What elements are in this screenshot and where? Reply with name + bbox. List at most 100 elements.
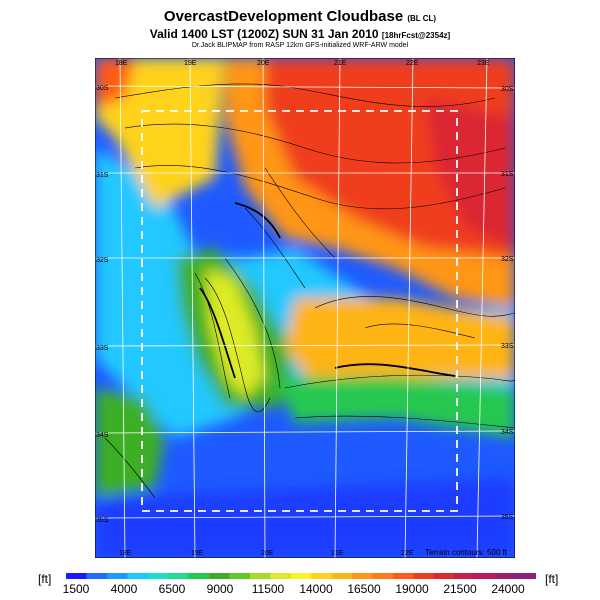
- colorbar-tick-label: 16500: [347, 582, 381, 596]
- colorbar-tick-label: 24000: [491, 582, 525, 596]
- meridian-22e: [404, 58, 414, 558]
- model-credit: Dr.Jack BLIPMAP from RASP 12km GFS-initi…: [191, 42, 409, 49]
- colorbar-tick-label: 1500: [62, 582, 90, 596]
- parallel-33s: [95, 344, 515, 347]
- colorbar-swatch: [229, 573, 251, 579]
- forecast-map: 18E 19E 20E 21E 22E 23E 18E 19E 20E 21E …: [95, 58, 515, 558]
- terrain-contour: [104, 437, 156, 499]
- parallel-30s: [95, 85, 515, 89]
- lat-label-left-35s: 35S: [96, 517, 109, 524]
- green-west-coast: [95, 388, 165, 498]
- valid-time-line: Valid 1400 LST (1200Z) SUN 31 Jan 2010 […: [0, 27, 600, 41]
- lat-label-right-31s: 31S: [501, 171, 514, 178]
- parallel-34s: [95, 430, 515, 434]
- lon-label-top-23e: 23E: [477, 60, 490, 67]
- colorbar-swatch: [147, 573, 169, 579]
- colorbar-tick-label: 21500: [443, 582, 477, 596]
- colorbar-swatch: [311, 573, 333, 579]
- terrain-contour: [194, 272, 231, 399]
- colorbar-swatch: [209, 573, 230, 579]
- colorbar-swatch: [290, 573, 312, 579]
- terrain-contour: [224, 257, 281, 389]
- title-text: OvercastDevelopment Cloudbase: [163, 8, 404, 25]
- parallel-35s: [95, 515, 515, 519]
- terrain-contour: [314, 296, 515, 317]
- colorbar: [66, 573, 536, 579]
- colorbar-swatch: [454, 573, 476, 579]
- colorbar-swatch: [106, 573, 128, 579]
- colorbar-swatch: [188, 573, 210, 579]
- colorbar-swatch: [495, 573, 517, 579]
- terrain-contour: [124, 123, 506, 164]
- lat-label-left-34s: 34S: [96, 432, 109, 439]
- colorbar-swatch: [433, 573, 455, 579]
- cloudbase-field: [95, 58, 515, 558]
- grid-labels: 18E 19E 20E 21E 22E 23E 18E 19E 20E 21E …: [96, 60, 514, 557]
- title-suffix: (BL CL): [407, 14, 437, 23]
- colorbar-swatch: [168, 573, 190, 579]
- lon-label-top-22e: 22E: [406, 60, 419, 67]
- terrain-contour: [134, 165, 506, 210]
- terrain-contours: [104, 83, 515, 499]
- colorbar-tick-label: 4000: [110, 582, 138, 596]
- green-coastal-strip: [275, 376, 515, 438]
- map-title: OvercastDevelopment Cloudbase (BL CL): [0, 8, 600, 25]
- terrain-contour-note: Terrain contours: 500 ft: [425, 548, 508, 557]
- lon-label-top-19e: 19E: [184, 60, 197, 67]
- yellow-north: [95, 58, 225, 208]
- meridian-18e: [119, 58, 126, 558]
- meridian-21e: [334, 58, 341, 558]
- meridian-19e: [189, 58, 196, 558]
- colorbar-unit-right: [ft]: [545, 572, 559, 586]
- lon-label-top-18e: 18E: [115, 60, 128, 67]
- yellow-ridge: [205, 268, 265, 398]
- colorbar-unit-left: [ft]: [38, 572, 52, 586]
- inner-domain-box: [141, 110, 458, 512]
- lon-label-top-20e: 20E: [257, 60, 270, 67]
- cloudbase-thick-contours: [199, 202, 456, 379]
- meridian-23e: [476, 58, 488, 558]
- lat-label-right-30s: 30S: [501, 86, 514, 93]
- terrain-contour: [264, 167, 336, 259]
- terrain-contour: [244, 207, 306, 289]
- lat-label-left-30s: 30S: [96, 85, 109, 92]
- terrain-contour: [204, 277, 271, 413]
- meridian-20e: [262, 58, 266, 558]
- lat-lon-grid: [95, 58, 515, 558]
- colorbar-swatch: [66, 573, 87, 579]
- terrain-contour: [294, 415, 515, 429]
- colorbar-swatch: [352, 573, 374, 579]
- colorbar-swatch: [331, 573, 353, 579]
- terrain-contour: [364, 323, 476, 339]
- colorbar-swatch: [474, 573, 496, 579]
- cloudbase-contour: [334, 363, 456, 377]
- colorbar-tick-label: 14000: [299, 582, 333, 596]
- colorbar-swatch: [270, 573, 292, 579]
- terrain-contour: [284, 374, 515, 389]
- colorbar-swatch: [127, 573, 149, 579]
- cloudbase-contour: [234, 202, 281, 239]
- colorbar-tick-label: 9000: [206, 582, 234, 596]
- lat-label-right-34s: 34S: [501, 429, 514, 436]
- colorbar-tick-label: 19000: [395, 582, 429, 596]
- colorbar-swatch: [86, 573, 108, 579]
- orange-northwest: [95, 58, 135, 108]
- colorbar-swatch: [249, 573, 271, 579]
- colorbar-swatch: [515, 573, 536, 579]
- lon-label-bottom-22e: 22E: [401, 550, 414, 557]
- lat-label-right-32s: 32S: [501, 256, 514, 263]
- colorbar-swatch: [372, 573, 394, 579]
- colorbar-tick-label: 6500: [158, 582, 186, 596]
- valid-text: Valid 1400 LST (1200Z) SUN 31 Jan 2010: [149, 27, 379, 41]
- lon-label-bottom-18e: 18E: [119, 550, 132, 557]
- lon-label-bottom-20e: 20E: [261, 550, 274, 557]
- lat-label-left-32s: 32S: [96, 257, 109, 264]
- cloudbase-contour: [199, 287, 236, 379]
- lon-label-bottom-21e: 21E: [331, 550, 344, 557]
- lat-label-left-31s: 31S: [96, 172, 109, 179]
- lon-label-top-21e: 21E: [334, 60, 347, 67]
- terrain-contour: [114, 83, 496, 107]
- lon-label-bottom-19e: 19E: [191, 550, 204, 557]
- blue-southern-ocean: [95, 478, 515, 558]
- lat-label-right-35s: 35S: [501, 514, 514, 521]
